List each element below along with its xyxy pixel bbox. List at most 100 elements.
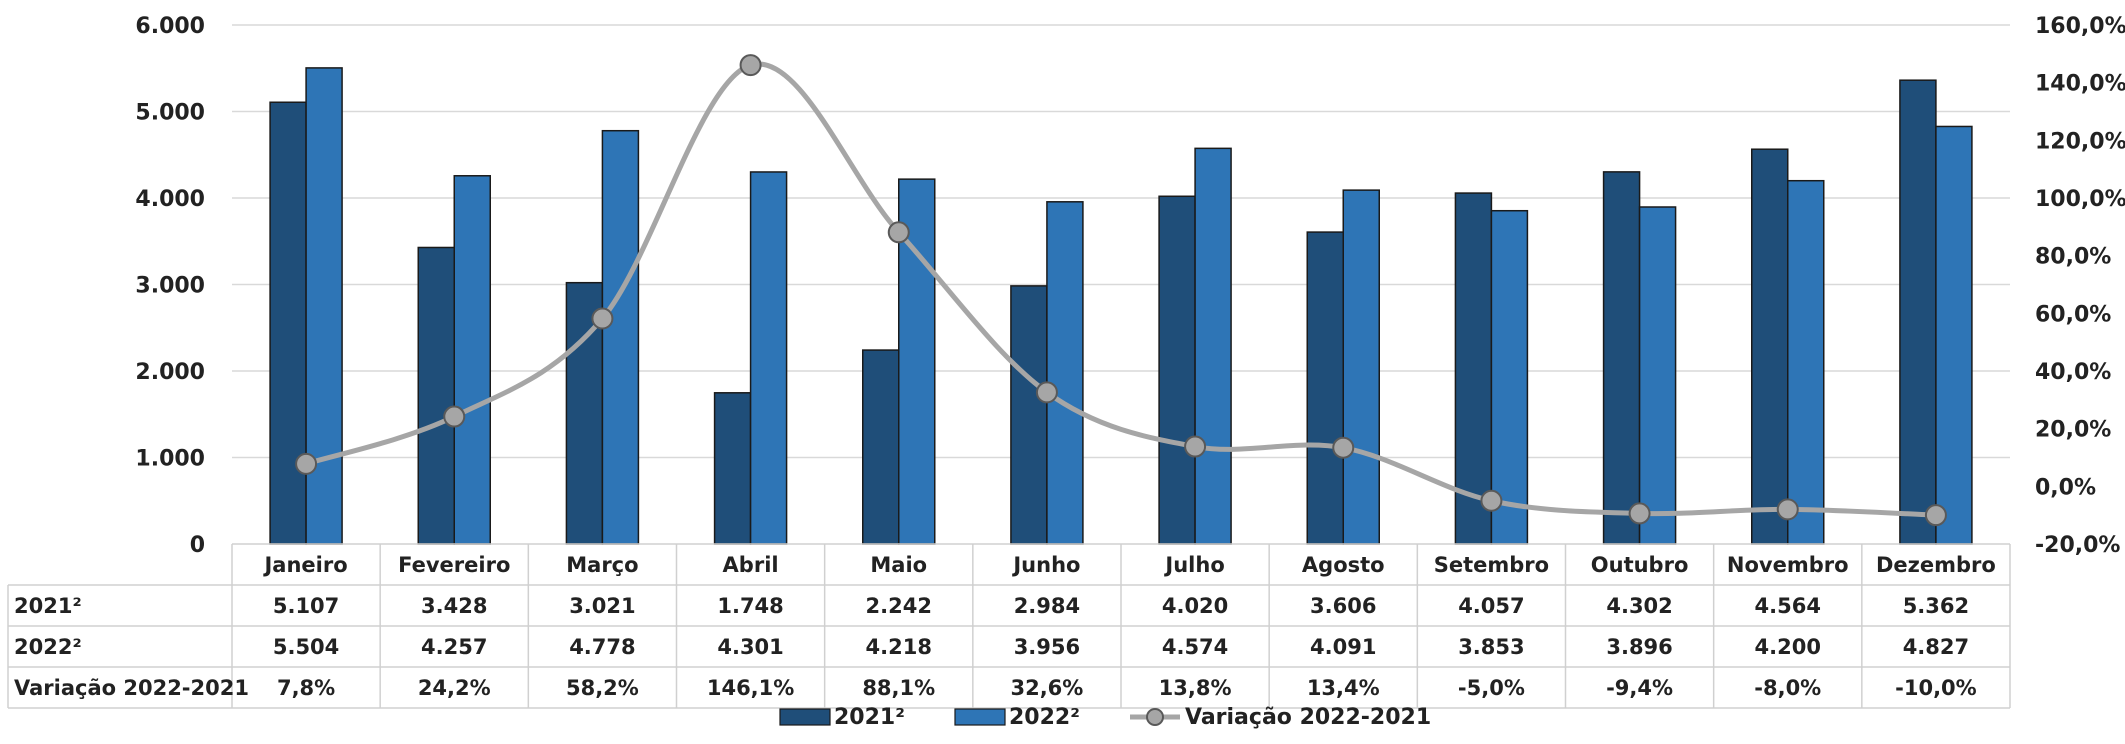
- legend-label-0: 2021²: [834, 705, 905, 730]
- bar-2021-9: [1602, 171, 1641, 545]
- x-tick-label: Maio: [870, 553, 927, 577]
- bar-2021-3: [713, 392, 752, 545]
- x-tick-label: Setembro: [1434, 553, 1549, 577]
- table-cell: 32,6%: [1010, 676, 1083, 700]
- y2-tick-label: 120,0%: [2035, 129, 2125, 154]
- y-axis-right: -20,0% 0,0% 20,0% 40,0% 60,0% 80,0% 100,0% 120,…: [2035, 14, 2125, 558]
- x-tick-label: Outubro: [1591, 553, 1689, 577]
- variation-marker-11: [1924, 504, 1947, 527]
- table-cell: 58,2%: [566, 676, 639, 700]
- legend: 2021² 2022² Variação 2022-2021: [779, 705, 1431, 730]
- variation-marker-2: [591, 307, 614, 330]
- table-cell: -8,0%: [1754, 676, 1821, 700]
- table-cell: 3.606: [1310, 594, 1376, 618]
- x-tick-label: Novembro: [1727, 553, 1849, 577]
- legend-label-2: Variação 2022-2021: [1185, 705, 1431, 730]
- y2-tick-label: 160,0%: [2035, 14, 2125, 39]
- table-cell: 4.574: [1162, 635, 1228, 659]
- table-cell: 24,2%: [418, 676, 491, 700]
- table-cell: 2.242: [866, 594, 932, 618]
- y2-tick-label: 40,0%: [2035, 360, 2111, 385]
- variation-marker-0: [295, 452, 318, 475]
- table-cell: 3.896: [1606, 635, 1672, 659]
- bar-2022-2: [601, 129, 640, 545]
- table-cell: 4.091: [1310, 635, 1376, 659]
- table-cell: 4.302: [1606, 594, 1672, 618]
- x-tick-label: Abril: [723, 553, 779, 577]
- bar-2021-4: [862, 349, 900, 545]
- x-tick-label: Dezembro: [1876, 553, 1996, 577]
- table-cell: 5.107: [273, 594, 339, 618]
- y-tick-label: 3.000: [135, 274, 205, 299]
- x-tick-label: Março: [566, 553, 638, 577]
- bar-2022-1: [453, 175, 491, 545]
- table-cell: 13,8%: [1159, 676, 1232, 700]
- table-cell: 7,8%: [277, 676, 335, 700]
- table-row-label: Variação 2022-2021: [14, 676, 249, 700]
- table-cell: 5.362: [1903, 594, 1969, 618]
- table-cell: 4.200: [1755, 635, 1821, 659]
- y-tick-label: 2.000: [135, 360, 205, 385]
- variation-marker-10: [1776, 498, 1799, 521]
- variation-marker-3: [739, 54, 762, 77]
- y2-tick-label: 60,0%: [2035, 302, 2111, 327]
- y-axis-left: 0 1.000 2.000 3.000 4.000 5.000 6.000: [135, 14, 205, 558]
- bar-2022-7: [1342, 189, 1380, 545]
- y-tick-label: 0: [190, 533, 205, 558]
- table-cell: 3.956: [1014, 635, 1080, 659]
- y-tick-label: 1.000: [135, 447, 205, 472]
- y2-tick-label: 140,0%: [2035, 72, 2125, 97]
- data-table: Janeiro Fevereiro Março Abril Maio Junho Julho…: [7, 543, 2011, 709]
- legend-swatch-1: [954, 708, 1006, 726]
- y-tick-label: 4.000: [135, 187, 205, 212]
- bar-2021-6: [1158, 195, 1196, 545]
- bar-2022-9: [1638, 206, 1677, 545]
- y-tick-label: 6.000: [135, 14, 205, 39]
- table-cell: 1.748: [717, 594, 783, 618]
- table-cell: 4.020: [1162, 594, 1228, 618]
- table-cell: 4.301: [717, 635, 783, 659]
- table-cell: 3.021: [569, 594, 635, 618]
- bar-2022-8: [1490, 209, 1529, 545]
- bar-2022-3: [749, 171, 788, 545]
- y2-tick-label: 80,0%: [2035, 245, 2111, 270]
- bars: [269, 67, 1973, 545]
- table-cell: 4.778: [569, 635, 635, 659]
- gridlines: [232, 24, 2010, 459]
- x-tick-label: Julho: [1163, 553, 1224, 577]
- bar-2022-10: [1787, 179, 1825, 545]
- table-cell: 146,1%: [707, 676, 794, 700]
- y2-tick-label: 20,0%: [2035, 418, 2111, 443]
- table-cell: 3.853: [1458, 635, 1524, 659]
- bar-2022-6: [1194, 147, 1232, 545]
- table-cell: 2.984: [1014, 594, 1080, 618]
- table-cell: 4.057: [1458, 594, 1524, 618]
- table-cell: 4.564: [1755, 594, 1821, 618]
- table-row-label: 2022²: [14, 635, 82, 659]
- y-tick-label: 5.000: [135, 101, 205, 126]
- table-row-label: 2021²: [14, 594, 82, 618]
- legend-swatch-0: [779, 708, 831, 726]
- table-cell: 5.504: [273, 635, 339, 659]
- table-cell: 13,4%: [1307, 676, 1380, 700]
- bar-2022-5: [1046, 201, 1084, 545]
- x-tick-label: Agosto: [1302, 553, 1385, 577]
- y2-tick-label: 100,0%: [2035, 187, 2125, 212]
- variation-marker-6: [1184, 435, 1207, 458]
- table-cell: -10,0%: [1895, 676, 1977, 700]
- bar-2021-10: [1751, 148, 1789, 545]
- bar-2021-1: [417, 246, 455, 545]
- variation-line: [295, 54, 1947, 527]
- table-cell: 88,1%: [862, 676, 935, 700]
- y2-tick-label: -20,0%: [2035, 533, 2120, 558]
- bar-2022-4: [898, 178, 936, 545]
- variation-marker-4: [887, 221, 910, 244]
- variation-marker-5: [1035, 381, 1058, 404]
- table-cell: -5,0%: [1458, 676, 1525, 700]
- table-cell: 4.218: [866, 635, 932, 659]
- legend-label-1: 2022²: [1009, 705, 1080, 730]
- bar-2021-5: [1010, 285, 1048, 545]
- variation-marker-1: [443, 405, 466, 428]
- variation-marker-9: [1628, 502, 1651, 525]
- x-tick-label: Junho: [1011, 553, 1080, 577]
